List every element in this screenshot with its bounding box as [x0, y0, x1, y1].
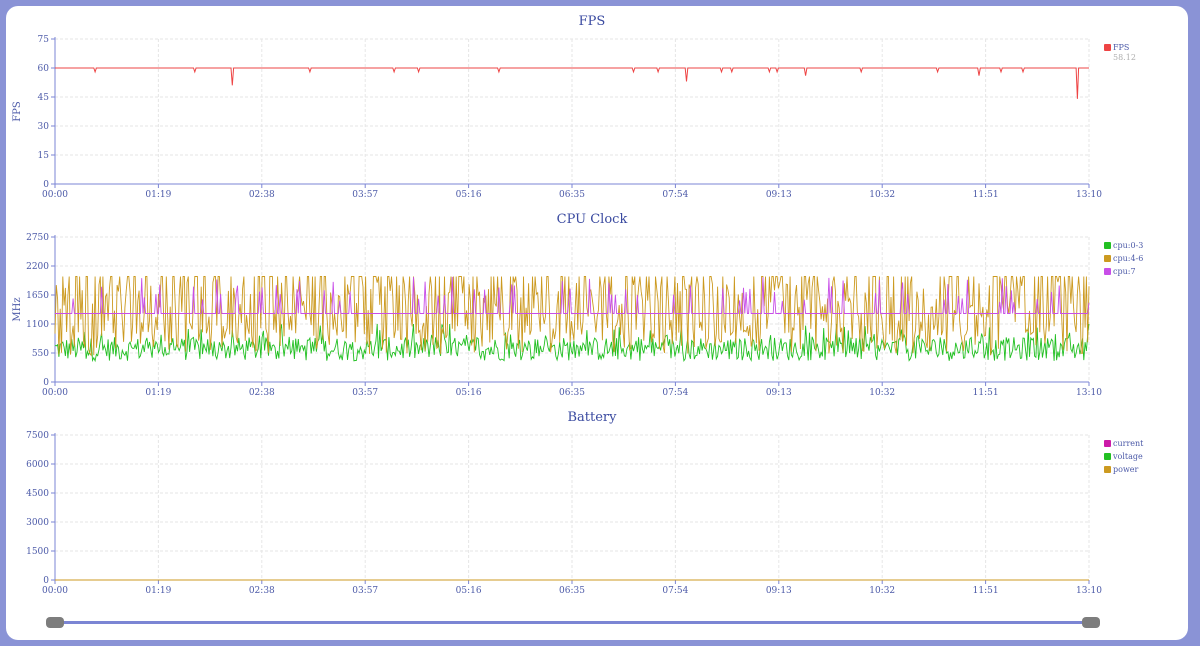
- chart-title: CPU Clock: [557, 212, 628, 227]
- x-tick-label: 13:10: [1076, 586, 1102, 596]
- y-tick-label: 45: [38, 93, 50, 103]
- legend-label[interactable]: FPS: [1113, 43, 1129, 52]
- series-line-cpu-0-3: [54, 323, 1090, 363]
- legend-summary-value: 58.12: [1113, 53, 1136, 62]
- series-line-FPS: [55, 67, 1089, 99]
- x-tick-label: 06:35: [559, 388, 585, 398]
- x-tick-label: 01:19: [145, 388, 171, 398]
- y-tick-label: 0: [43, 378, 49, 388]
- x-tick-label: 09:13: [766, 586, 792, 596]
- legend-label[interactable]: cpu:4-6: [1113, 254, 1143, 263]
- legend-label[interactable]: power: [1113, 465, 1139, 474]
- x-tick-label: 10:32: [869, 388, 895, 398]
- y-tick-label: 1650: [26, 291, 49, 301]
- y-tick-label: 550: [32, 349, 49, 359]
- legend-swatch[interactable]: [1104, 440, 1111, 447]
- legend-swatch[interactable]: [1104, 242, 1111, 249]
- x-tick-label: 06:35: [559, 190, 585, 200]
- y-tick-label: 1100: [26, 320, 49, 330]
- x-tick-label: 00:00: [42, 190, 68, 200]
- y-tick-label: 6000: [26, 460, 49, 470]
- x-tick-label: 02:38: [249, 586, 275, 596]
- y-tick-label: 7500: [26, 431, 49, 441]
- x-tick-label: 07:54: [662, 190, 688, 200]
- x-tick-label: 06:35: [559, 586, 585, 596]
- x-tick-label: 05:16: [456, 388, 482, 398]
- x-tick-label: 00:00: [42, 388, 68, 398]
- legend-label[interactable]: voltage: [1112, 452, 1143, 461]
- chart-1: CPU Clock 0 550 1100 1650 2200 2750 00:00 01:19 0…: [12, 212, 1143, 398]
- x-tick-label: 03:57: [352, 388, 378, 398]
- legend-label[interactable]: cpu:7: [1113, 267, 1136, 276]
- y-tick-label: 75: [38, 35, 50, 45]
- x-tick-label: 09:13: [766, 388, 792, 398]
- x-tick-label: 07:54: [662, 586, 688, 596]
- y-tick-label: 3000: [26, 518, 49, 528]
- slider-track[interactable]: [54, 621, 1092, 624]
- x-tick-label: 00:00: [42, 586, 68, 596]
- x-tick-label: 02:38: [249, 190, 275, 200]
- legend-label[interactable]: current: [1113, 439, 1144, 448]
- x-tick-label: 11:51: [973, 190, 999, 200]
- x-tick-label: 11:51: [973, 388, 999, 398]
- x-tick-label: 10:32: [869, 586, 895, 596]
- x-tick-label: 01:19: [145, 190, 171, 200]
- series-line-cpu-4-6: [54, 276, 1090, 357]
- x-tick-label: 05:16: [456, 190, 482, 200]
- legend-swatch[interactable]: [1104, 466, 1111, 473]
- legend-label[interactable]: cpu:0-3: [1113, 241, 1143, 250]
- y-tick-label: 0: [43, 576, 49, 586]
- x-tick-label: 07:54: [662, 388, 688, 398]
- x-tick-label: 03:57: [352, 586, 378, 596]
- x-tick-label: 03:57: [352, 190, 378, 200]
- y-tick-label: 1500: [26, 547, 49, 557]
- chart-title: Battery: [567, 410, 617, 425]
- legend-swatch[interactable]: [1104, 268, 1111, 275]
- y-tick-label: 2200: [26, 262, 49, 272]
- chart-title: FPS: [579, 14, 606, 29]
- slider-end-handle[interactable]: [1082, 617, 1100, 628]
- chart-0: FPS 0 15 30 45 60 75 00:00 01:19 02:38 03:57 05:16 0…: [12, 14, 1136, 200]
- y-tick-label: 60: [38, 64, 50, 74]
- slider-start-handle[interactable]: [46, 617, 64, 628]
- y-tick-label: 0: [43, 180, 49, 190]
- y-tick-label: 15: [38, 151, 50, 161]
- y-tick-label: 30: [38, 122, 50, 132]
- y-axis-label: MHz: [12, 297, 23, 321]
- legend-swatch[interactable]: [1104, 255, 1111, 262]
- series-line-cpu-7: [55, 276, 1090, 314]
- legend-swatch[interactable]: [1104, 453, 1111, 460]
- x-tick-label: 11:51: [973, 586, 999, 596]
- y-tick-label: 2750: [26, 233, 49, 243]
- x-tick-label: 05:16: [456, 586, 482, 596]
- x-tick-label: 09:13: [766, 190, 792, 200]
- x-tick-label: 02:38: [249, 388, 275, 398]
- time-range-slider[interactable]: [46, 616, 1100, 630]
- x-tick-label: 13:10: [1076, 190, 1102, 200]
- x-tick-label: 10:32: [869, 190, 895, 200]
- chart-2: Battery 0 1500 3000 4500 6000 7500 00:00 01:19 02…: [26, 410, 1144, 596]
- x-tick-label: 13:10: [1076, 388, 1102, 398]
- y-axis-label: FPS: [12, 101, 23, 122]
- y-tick-label: 4500: [26, 489, 49, 499]
- x-tick-label: 01:19: [145, 586, 171, 596]
- legend-swatch[interactable]: [1104, 44, 1111, 51]
